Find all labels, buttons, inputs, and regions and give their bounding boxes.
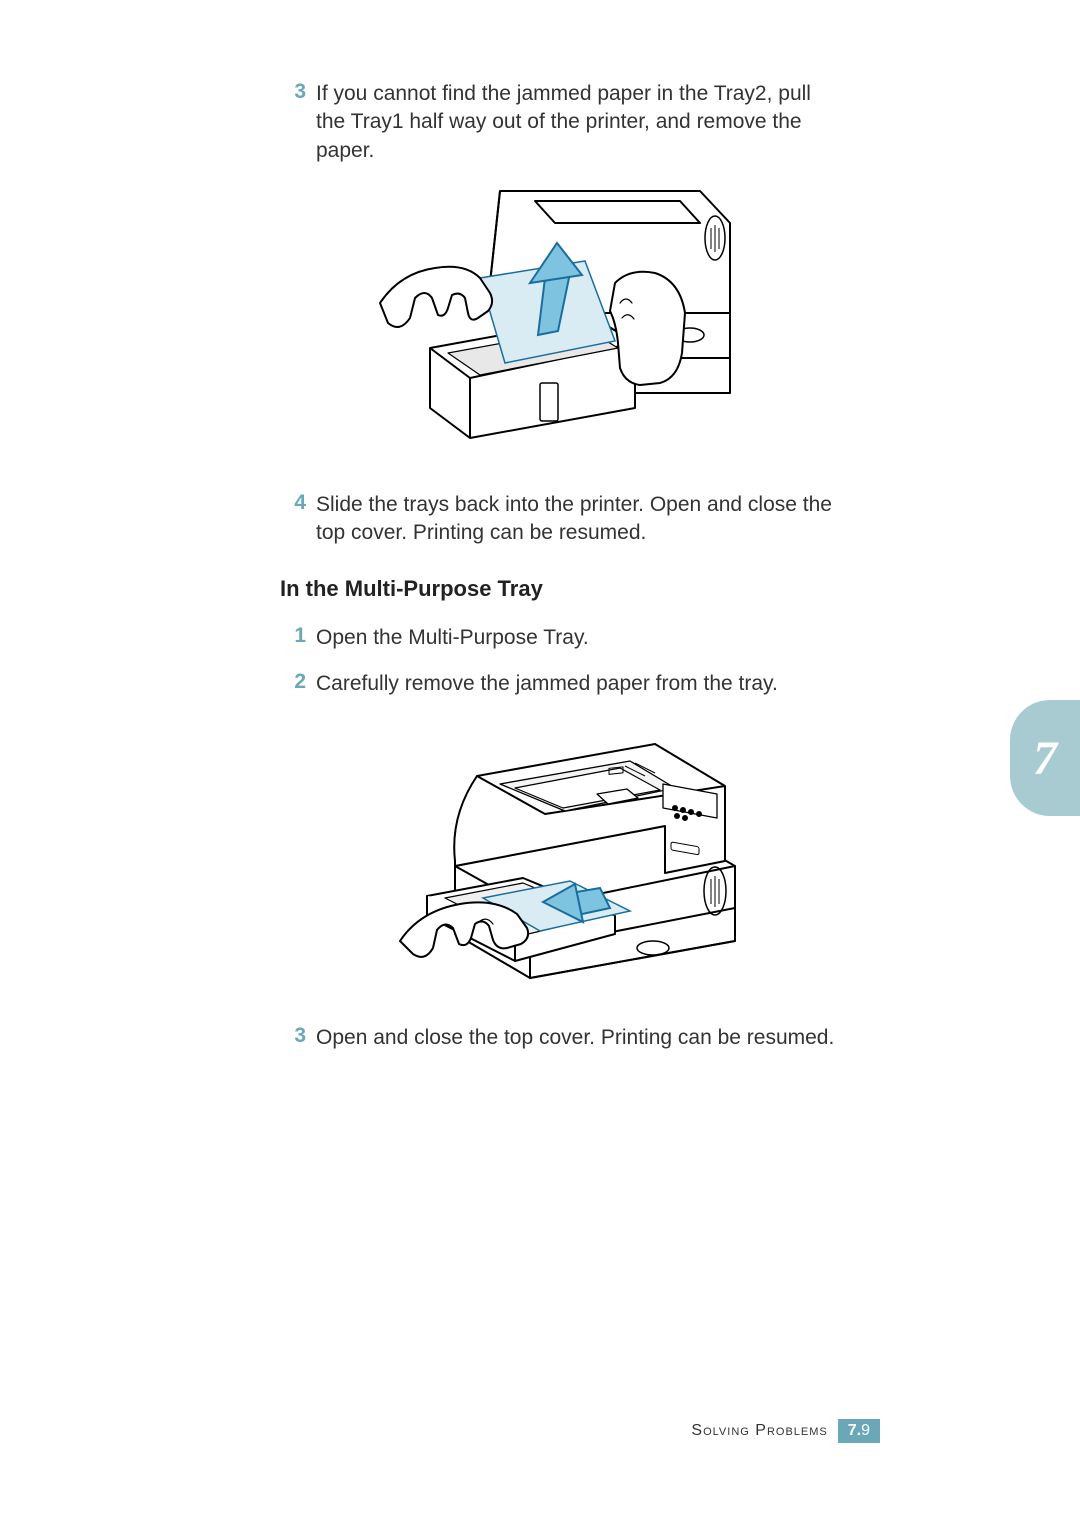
step-text: Carefully remove the jammed paper from t… xyxy=(316,670,778,698)
manual-page: 3 If you cannot find the jammed paper in… xyxy=(0,0,1080,1523)
step-number: 3 xyxy=(280,80,306,104)
step-number: 4 xyxy=(280,491,306,515)
page-footer: Solving Problems 7.9 xyxy=(0,1419,1080,1443)
step-item: 3 Open and close the top cover. Printing… xyxy=(280,1024,840,1052)
step-number: 1 xyxy=(280,624,306,648)
printer-tray-illustration xyxy=(370,183,750,463)
figure-tray-jam xyxy=(280,183,840,463)
section-subheading: In the Multi-Purpose Tray xyxy=(280,576,840,602)
step-item: 1 Open the Multi-Purpose Tray. xyxy=(280,624,840,652)
step-item: 2 Carefully remove the jammed paper from… xyxy=(280,670,840,698)
footer-page-badge: 7.9 xyxy=(838,1419,880,1443)
printer-mptray-illustration xyxy=(365,716,755,996)
step-text: Slide the trays back into the printer. O… xyxy=(316,491,840,548)
figure-mp-tray xyxy=(280,716,840,996)
footer-chapter: 7. xyxy=(848,1422,861,1439)
step-number: 3 xyxy=(280,1024,306,1048)
footer-section-title: Solving Problems xyxy=(691,1422,827,1440)
content-column: 3 If you cannot find the jammed paper in… xyxy=(280,80,840,1071)
step-item: 3 If you cannot find the jammed paper in… xyxy=(280,80,840,165)
footer-page-number: 9 xyxy=(861,1422,870,1439)
step-text: Open and close the top cover. Printing c… xyxy=(316,1024,834,1052)
step-number: 2 xyxy=(280,670,306,694)
step-item: 4 Slide the trays back into the printer.… xyxy=(280,491,840,548)
chapter-tab-number: 7 xyxy=(1033,731,1057,786)
chapter-tab: 7 xyxy=(1010,700,1080,816)
step-text: Open the Multi-Purpose Tray. xyxy=(316,624,589,652)
step-text: If you cannot find the jammed paper in t… xyxy=(316,80,840,165)
